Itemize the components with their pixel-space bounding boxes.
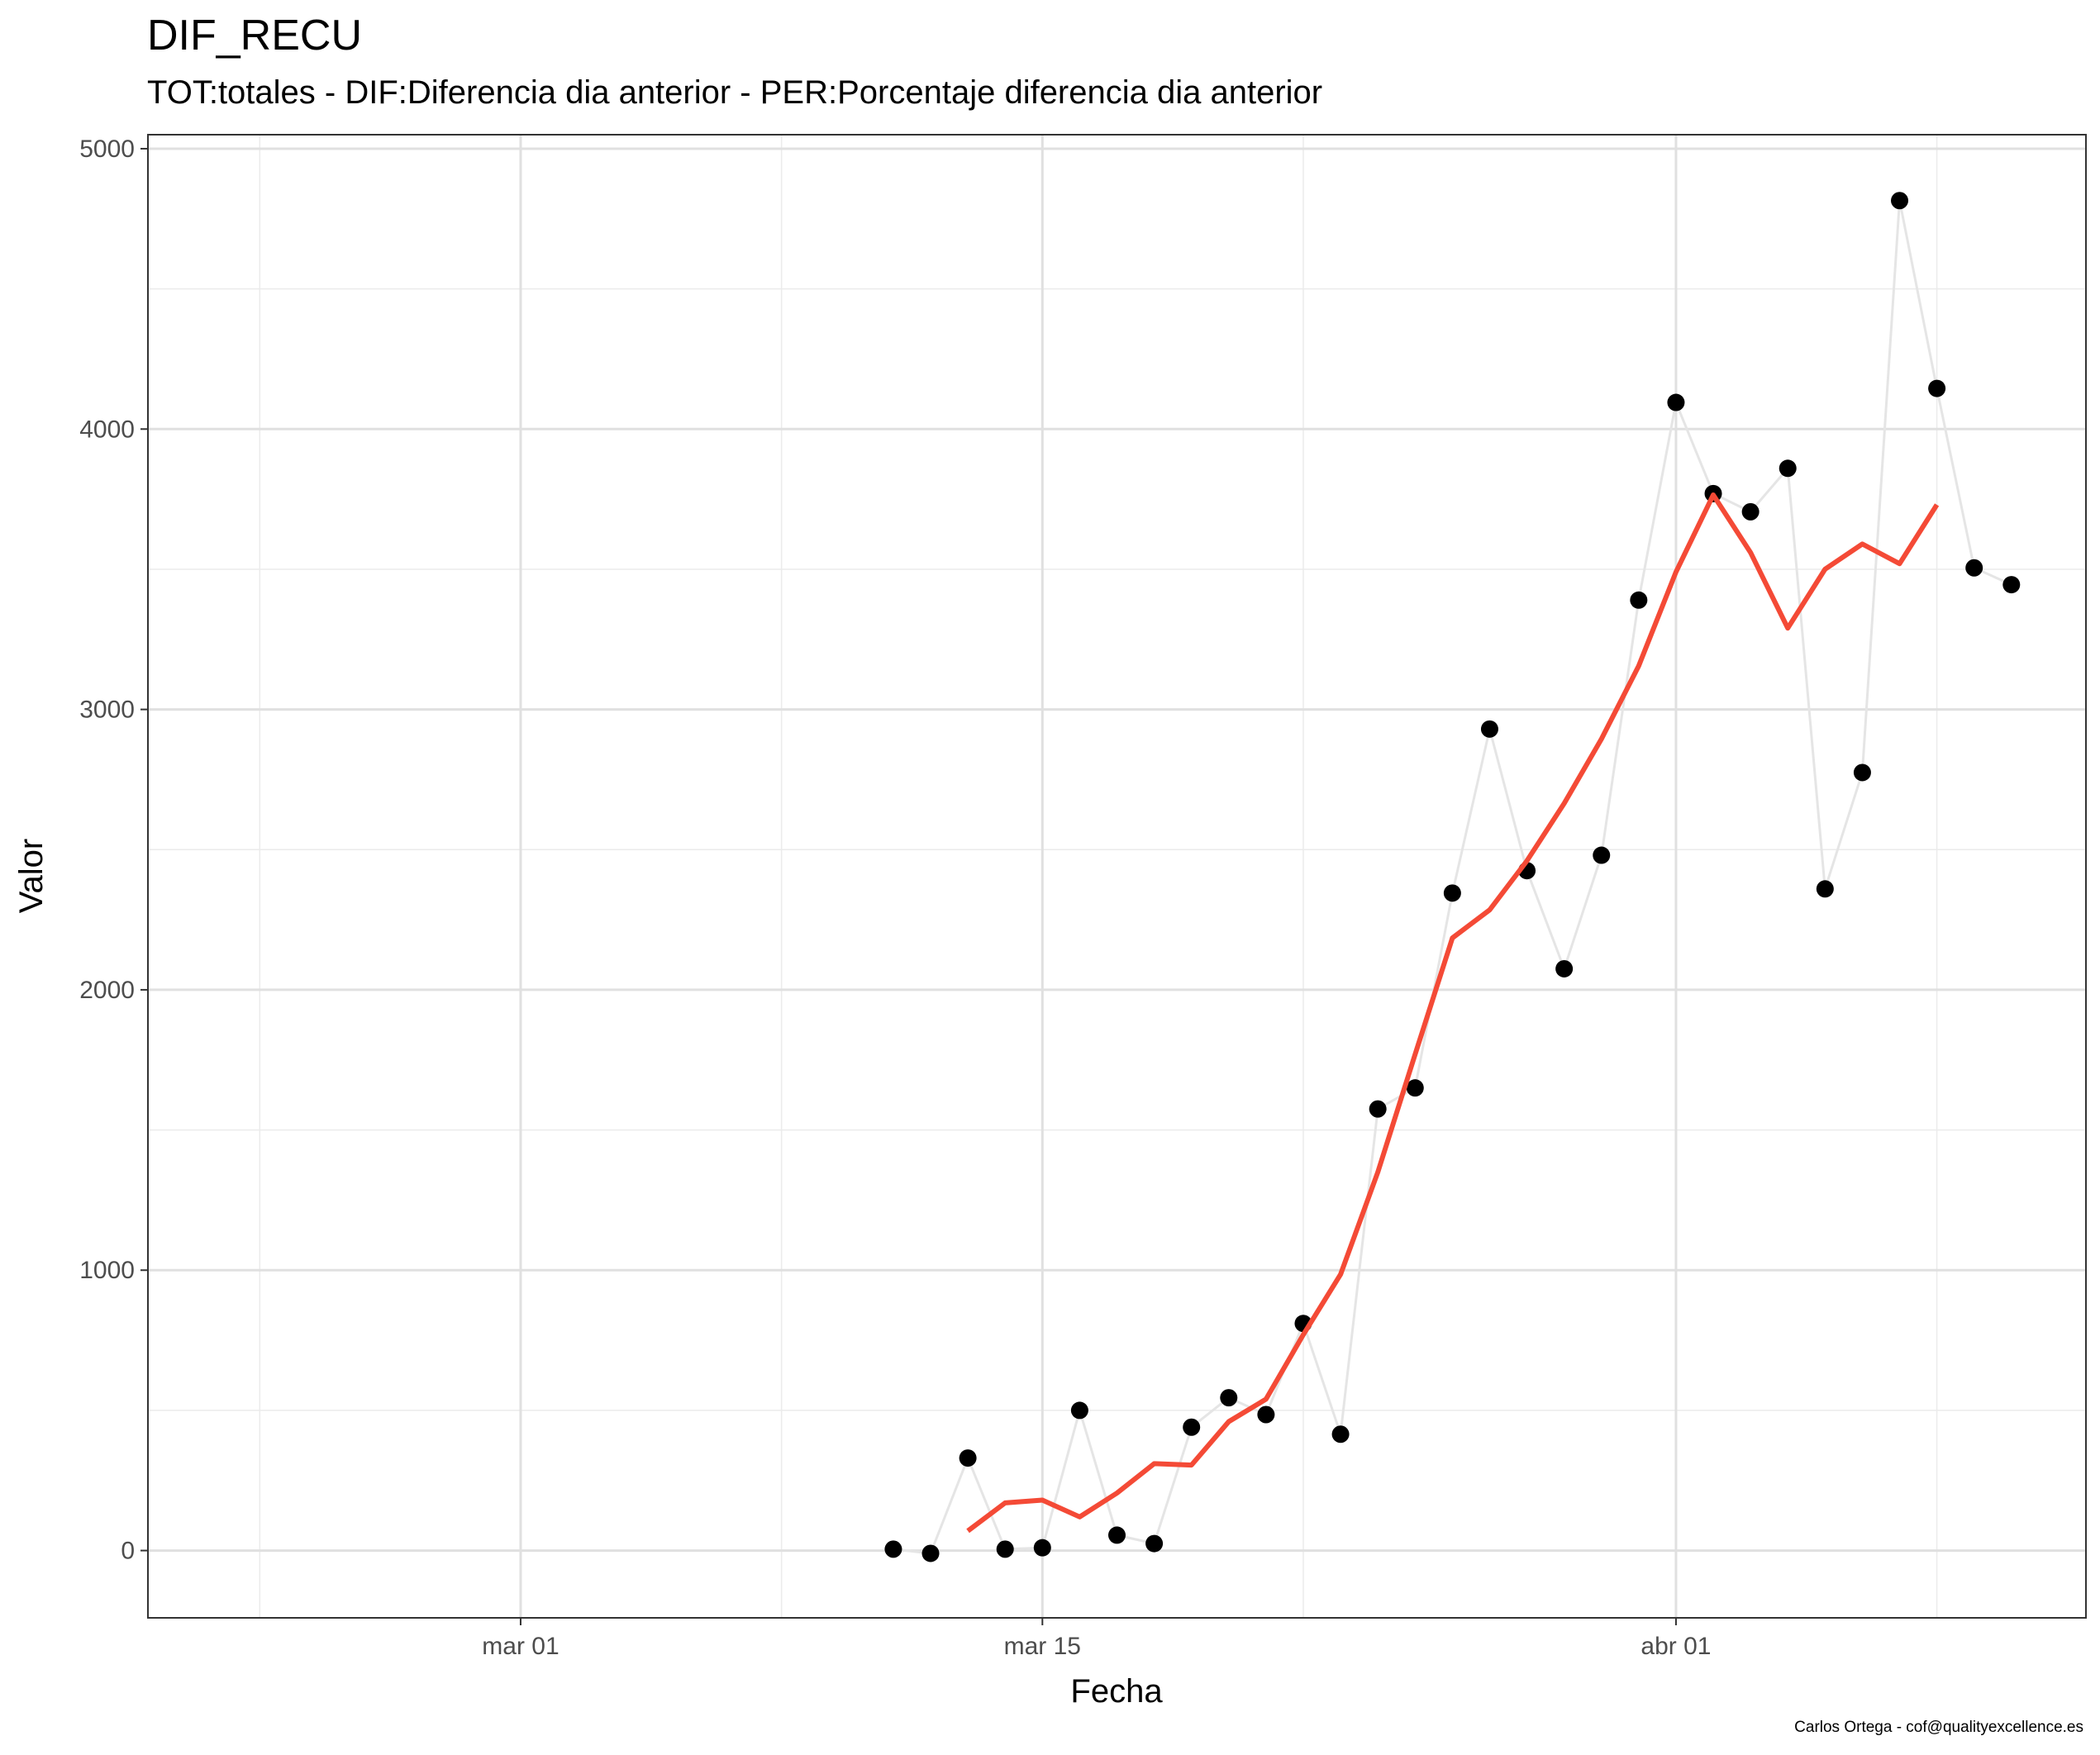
axes: 0 1000 2000 3000 4000 5000 mar 01 mar 15 abr 01 [79,136,1711,1660]
series-0-point [1555,959,1574,977]
x-tick-label: mar 01 [482,1633,559,1660]
series-0-point [1220,1389,1238,1407]
series-0-point [1183,1418,1201,1436]
series-0-point [1965,559,1983,577]
series-0-point [1891,192,1909,210]
series-0-point [1593,846,1611,864]
y-tick-label: 4000 [79,416,135,443]
chart-title: DIF_RECU [147,12,363,59]
series-0-point [1033,1539,1051,1557]
series-0-point [1406,1079,1424,1097]
series-0-point [1257,1405,1275,1424]
series-0-point [959,1449,977,1467]
series-0-point [1331,1425,1350,1443]
y-tick-label: 5000 [79,136,135,163]
x-axis-title: Fecha [1070,1673,1163,1710]
y-axis-title: Valor [13,839,50,913]
plot-panel-border [147,134,2087,1619]
series-0-point [1108,1526,1126,1544]
y-tick-label: 3000 [79,697,135,724]
series-0-point [1480,720,1498,738]
series-0-point [1779,459,1797,478]
series-0-point [884,1540,902,1558]
x-tick-label: abr 01 [1640,1633,1711,1660]
y-tick-label: 0 [121,1538,135,1565]
series-0-point [2002,576,2021,594]
x-tick-label: mar 15 [1004,1633,1081,1660]
series-0-point [1630,591,1648,609]
data-series [884,192,2021,1562]
series-1-line [966,492,1940,1534]
series-0-point [1928,379,1946,397]
series-0-point [1741,502,1760,521]
series-0-point [1853,763,1871,782]
grid-lines [148,135,2086,1618]
author-caption: Carlos Ortega - cof@qualityexcellence.es [1794,1719,2083,1736]
chart-subtitle: TOT:totales - DIF:Diferencia dia anterio… [147,74,1323,111]
series-0-point [1145,1534,1164,1553]
series-0-point [1369,1100,1387,1118]
y-tick-label: 1000 [79,1257,135,1284]
series-0-point [1070,1401,1088,1420]
y-tick-label: 2000 [79,977,135,1004]
series-0-point [1667,393,1685,411]
series-0-point [996,1540,1014,1558]
series-0-point [1443,884,1461,902]
series-0-point [1816,880,1834,898]
series-0-point [921,1544,940,1562]
plot-panel-background [148,135,2086,1618]
